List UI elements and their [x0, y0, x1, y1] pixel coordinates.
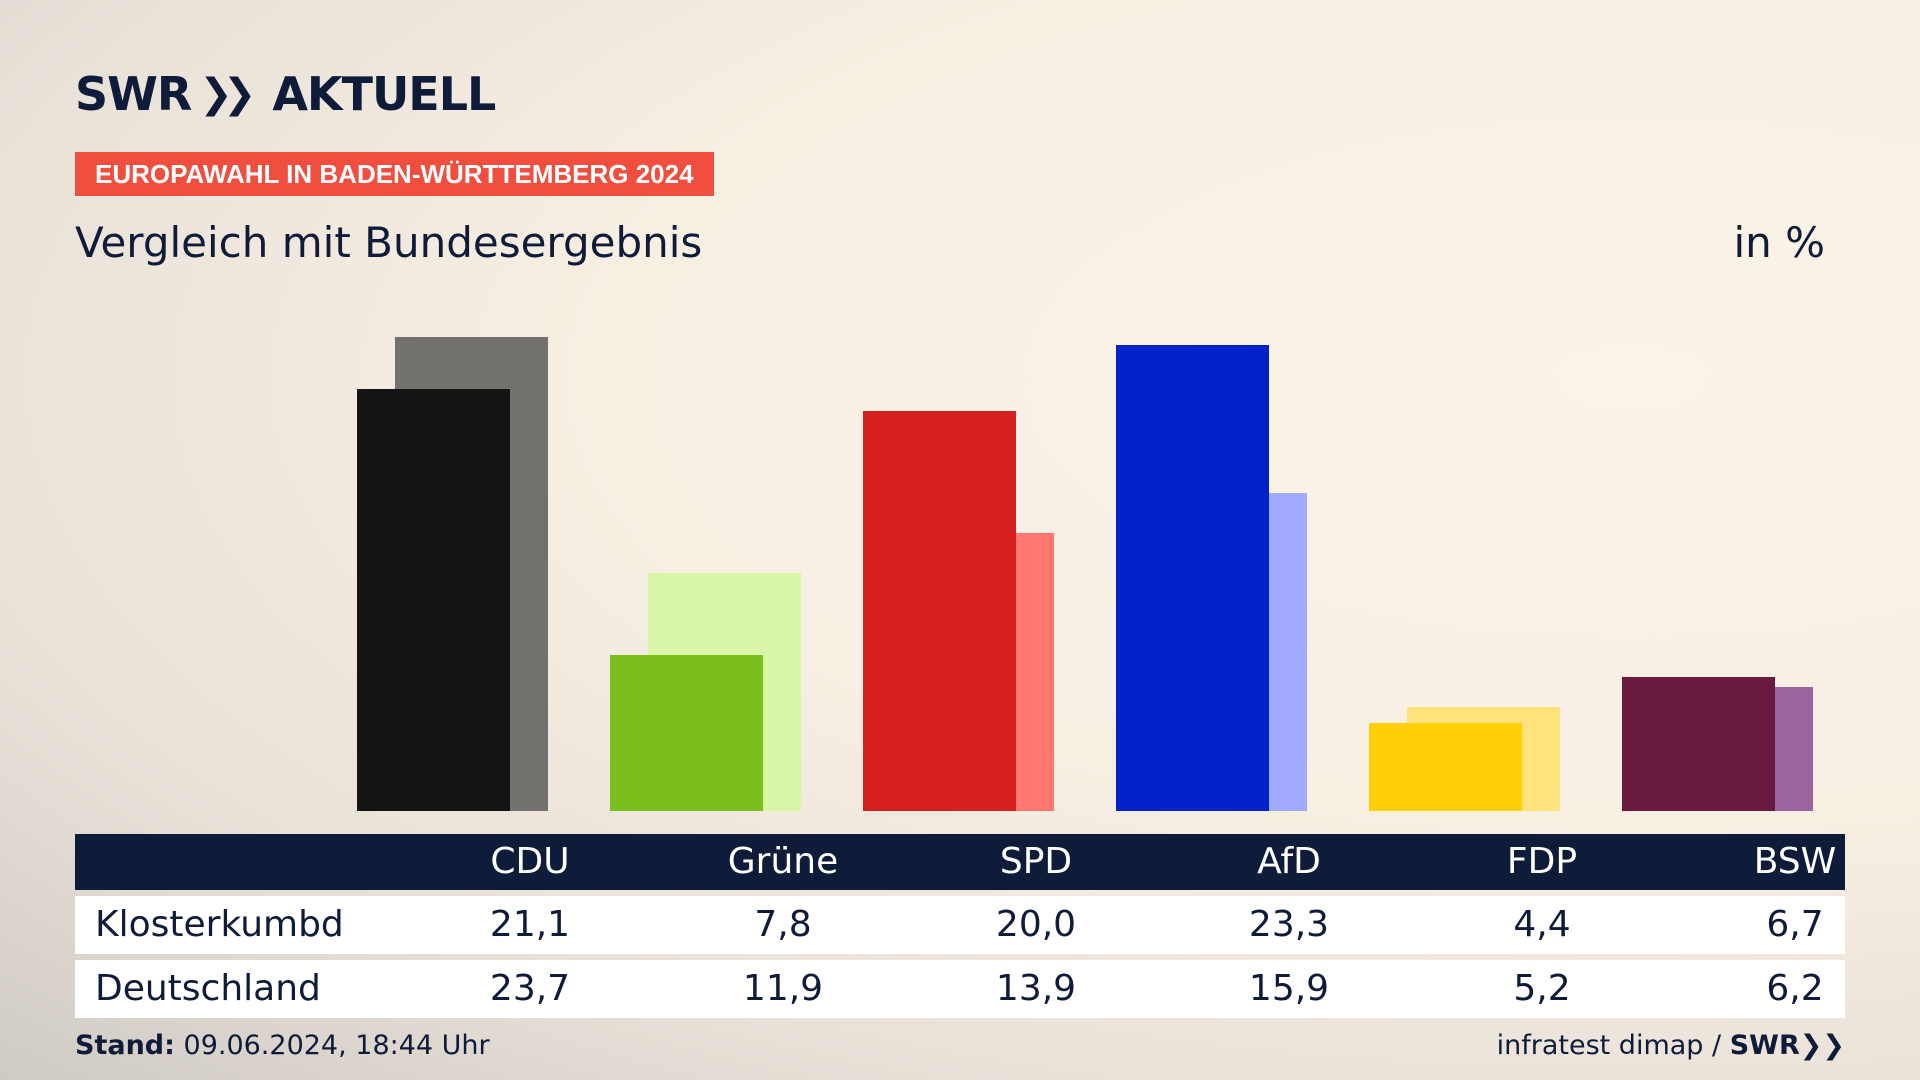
- swr-aktuell-logo: SWR ❯❯ AKTUELL: [75, 67, 496, 121]
- table-cell: 21,1: [489, 904, 571, 945]
- bar-local: [1369, 723, 1522, 811]
- bar-chart: [357, 337, 1813, 811]
- table-cell: 23,3: [1248, 904, 1330, 945]
- bar-local: [1116, 345, 1269, 811]
- timestamp: Stand: 09.06.2024, 18:44 Uhr: [75, 1030, 490, 1061]
- chevron-double-icon: ❯❯: [1799, 1030, 1845, 1061]
- table-cell: 13,9: [995, 968, 1077, 1009]
- table-cell: 20,0: [995, 904, 1077, 945]
- column-header: BSW: [1753, 841, 1837, 882]
- row-label: Klosterkumbd: [95, 904, 344, 945]
- row-label: Deutschland: [95, 968, 321, 1009]
- results-table: CDU Grüne SPD AfD FDP BSW Klosterkumbd 21,1 7,…: [75, 834, 1845, 1018]
- table-cell: 23,7: [489, 968, 571, 1009]
- table-row-local: Klosterkumbd 21,1 7,8 20,0 23,3 4,4 6,7: [75, 896, 1845, 954]
- source-text: infratest dimap /: [1496, 1030, 1722, 1061]
- table-cell: 6,7: [1766, 904, 1824, 945]
- column-header: FDP: [1506, 841, 1578, 882]
- chart-subtitle: Vergleich mit Bundesergebnis: [75, 218, 703, 267]
- unit-label: in %: [1733, 218, 1825, 267]
- source-credit: infratest dimap / SWR❯❯: [1497, 1030, 1845, 1061]
- table-row-national: Deutschland 23,7 11,9 13,9 15,9 5,2 6,2: [75, 960, 1845, 1018]
- bar-local: [610, 655, 763, 811]
- table-cell: 4,4: [1513, 904, 1571, 945]
- table-header-row: CDU Grüne SPD AfD FDP BSW: [75, 834, 1845, 890]
- table-cell: 5,2: [1513, 968, 1571, 1009]
- bar-local: [357, 389, 510, 811]
- column-header: CDU: [490, 841, 570, 882]
- stand-value: 09.06.2024, 18:44 Uhr: [183, 1030, 490, 1061]
- source-brand: SWR: [1729, 1030, 1800, 1061]
- column-header: AfD: [1257, 841, 1321, 882]
- table-cell: 15,9: [1248, 968, 1330, 1009]
- bar-local: [1622, 677, 1775, 811]
- bar-local: [863, 411, 1016, 811]
- table-cell: 7,8: [754, 904, 812, 945]
- table-cell: 6,2: [1766, 968, 1824, 1009]
- logo-aktuell-text: AKTUELL: [272, 67, 496, 121]
- column-header: Grüne: [727, 841, 839, 882]
- column-header: SPD: [999, 841, 1073, 882]
- table-cell: 11,9: [742, 968, 824, 1009]
- election-tagline: EUROPAWAHL IN BADEN-WÜRTTEMBERG 2024: [75, 152, 714, 196]
- logo-swr-text: SWR: [75, 67, 192, 121]
- stand-label: Stand:: [75, 1030, 175, 1061]
